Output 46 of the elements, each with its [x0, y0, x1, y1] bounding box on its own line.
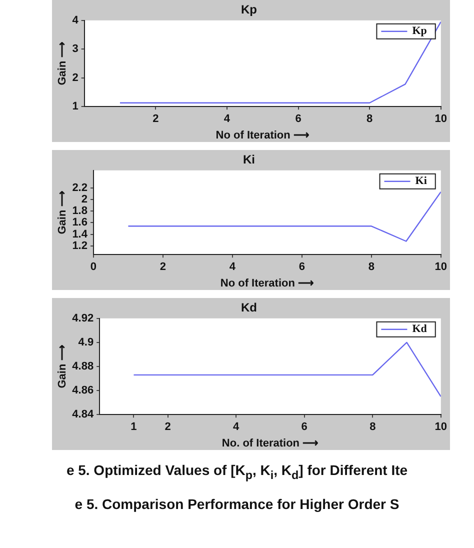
y-axis-title: Gain ⟶ [56, 190, 69, 234]
y-tick-label: 1.4 [72, 228, 88, 240]
x-axis-title: No of Iteration ⟶ [220, 277, 314, 290]
y-tick-label: 2 [81, 193, 88, 206]
legend-label: Kp [412, 25, 427, 38]
x-tick-label: 4 [229, 261, 236, 274]
y-tick-label: 1.8 [72, 205, 88, 218]
text: e 5. Comparison Performance for Higher Order S [74, 496, 400, 512]
chart-title: Ki [243, 152, 255, 167]
x-tick-label: 8 [370, 421, 376, 434]
x-tick-label: 10 [434, 261, 448, 274]
y-axis-title: Gain ⟶ [56, 344, 69, 388]
x-tick-label: 6 [298, 261, 305, 274]
x-tick-label: 0 [90, 261, 97, 274]
y-tick-label: 1.6 [72, 216, 88, 229]
x-axis-title: No of Iteration ⟶ [216, 129, 310, 142]
text: e 5. Optimized Values of [K$_{p}$, K$_{i}$, K$_{d}$] for Different Ite [65, 462, 409, 482]
x-tick-label: 4 [233, 421, 240, 434]
x-axis-title: No. of Iteration ⟶ [222, 437, 319, 450]
y-tick-label: 4.84 [72, 408, 94, 421]
y-tick-label: 1 [72, 100, 78, 113]
y-tick-label: 4.9 [78, 336, 94, 348]
x-tick-label: 2 [164, 421, 171, 434]
x-tick-label: 8 [368, 261, 374, 274]
chart-title: Kp [241, 2, 257, 17]
x-tick-label: 6 [301, 421, 308, 434]
y-tick-label: 3 [72, 43, 78, 56]
x-tick-label: 1 [130, 421, 137, 434]
x-tick-label: 2 [152, 113, 159, 126]
x-tick-label: 10 [434, 113, 448, 126]
x-tick-label: 2 [160, 261, 166, 274]
y-tick-label: 4 [72, 14, 80, 26]
y-tick-label: 4.88 [72, 360, 94, 373]
y-tick-label: 2.2 [72, 182, 88, 194]
y-tick-label: 1.2 [72, 240, 88, 252]
x-tick-label: 10 [434, 421, 448, 434]
legend-label: Ki [415, 175, 427, 188]
x-tick-label: 6 [295, 113, 302, 126]
y-tick-label: 4.86 [72, 384, 94, 397]
y-axis-title: Gain ⟶ [56, 42, 69, 86]
legend-label: Kd [412, 323, 427, 336]
y-tick-label: 2 [72, 72, 78, 84]
y-tick-label: 4.92 [72, 312, 94, 324]
x-tick-label: 8 [366, 113, 373, 126]
x-tick-label: 4 [224, 113, 231, 126]
chart-title: Kd [241, 300, 257, 315]
